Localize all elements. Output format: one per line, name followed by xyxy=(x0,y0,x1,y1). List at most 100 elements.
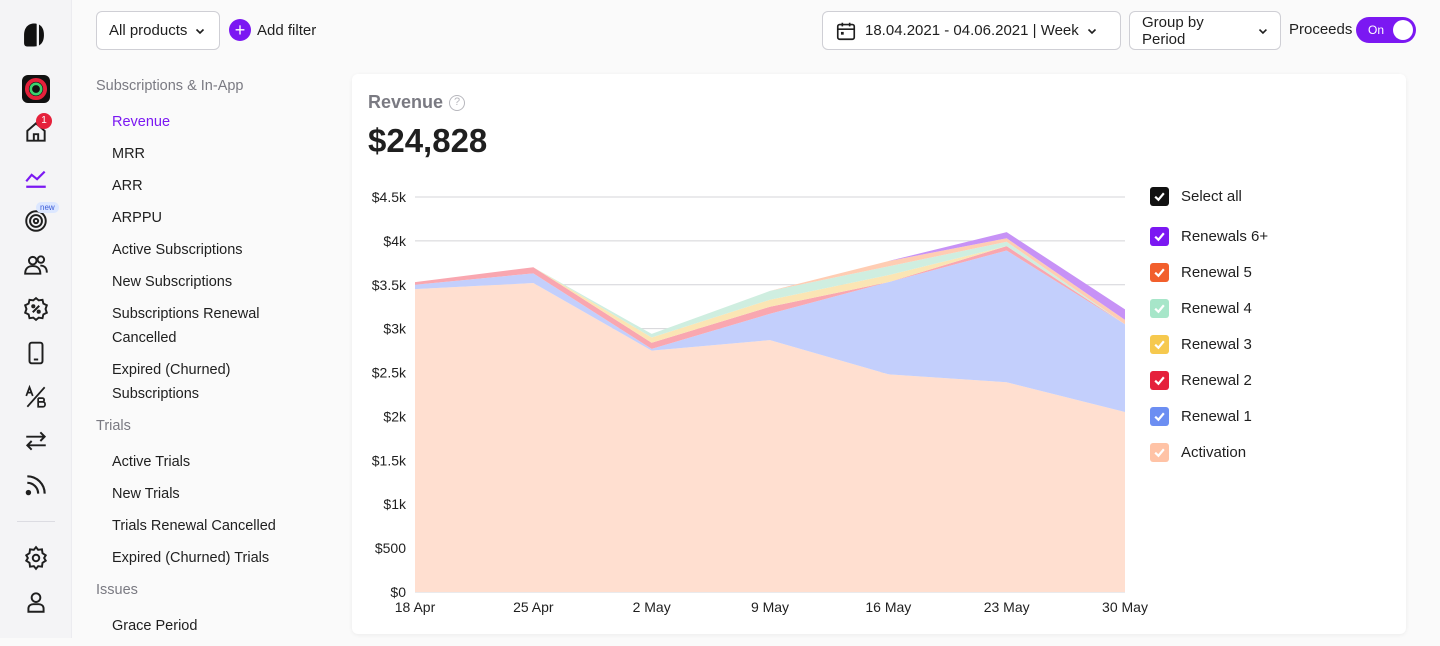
date-range-picker[interactable]: 18.04.2021 - 04.06.2021 | Week xyxy=(822,11,1121,50)
group-by-select[interactable]: Group by Period xyxy=(1129,11,1281,50)
y-tick-label: $1k xyxy=(383,496,407,512)
legend-item-renewal-5[interactable]: Renewal 5 xyxy=(1150,254,1268,290)
y-tick-label: $3.5k xyxy=(372,277,407,293)
transfer-icon[interactable] xyxy=(22,427,50,455)
legend-item-renewal-1[interactable]: Renewal 1 xyxy=(1150,398,1268,434)
y-tick-label: $2k xyxy=(383,408,407,424)
x-tick-label: 18 Apr xyxy=(395,599,436,615)
checkbox-checked-icon[interactable] xyxy=(1150,262,1169,282)
x-tick-label: 16 May xyxy=(865,599,911,615)
revenue-area-chart: $0 $500 $1k $1.5k $2k $2.5k $3k $3.5k $4k $4.5k 18… xyxy=(372,189,1148,615)
legend-select-all[interactable]: Select all xyxy=(1150,178,1268,214)
proceeds-toggle-label: On xyxy=(1368,23,1385,37)
checkbox-checked-icon[interactable] xyxy=(1150,334,1169,354)
promo-icon[interactable] xyxy=(22,295,50,323)
checkbox-checked-icon[interactable] xyxy=(1150,442,1169,462)
y-tick-label: $2.5k xyxy=(372,365,407,381)
chart-legend: Select all Renewals 6+ Renewal 5 Renewal 4 R… xyxy=(1150,178,1268,470)
notification-badge: 1 xyxy=(36,113,52,129)
home-icon[interactable] xyxy=(22,118,50,146)
sidebar-rail: 1 new xyxy=(0,0,72,638)
legend-item-renewals-6[interactable]: Renewals 6+ xyxy=(1150,218,1268,254)
nav-item-arppu[interactable]: ARPPU xyxy=(112,210,162,226)
nav-item-revenue[interactable]: Revenue xyxy=(112,114,171,130)
legend-label: Renewal 3 xyxy=(1181,335,1252,353)
area-activation[interactable] xyxy=(415,283,1125,592)
nav-item-arr[interactable]: ARR xyxy=(112,178,143,194)
add-filter-label: Add filter xyxy=(257,21,317,39)
toggle-knob xyxy=(1393,20,1413,40)
y-tick-label: $1.5k xyxy=(372,452,407,468)
legend-label: Renewal 2 xyxy=(1181,371,1252,389)
nav-section-subscriptions-in-app: Subscriptions & In-App xyxy=(96,78,244,94)
y-tick-label: $3k xyxy=(383,321,407,337)
checkbox-checked-icon[interactable] xyxy=(1150,370,1169,390)
nav-item-expired-churned-trials[interactable]: Expired (Churned) Trials xyxy=(112,550,270,566)
chevron-down-icon xyxy=(1087,28,1096,34)
legend-label: Renewals 6+ xyxy=(1181,227,1269,245)
nav-item-active-subscriptions[interactable]: Active Subscriptions xyxy=(112,242,243,258)
nav-item-active-trials[interactable]: Active Trials xyxy=(112,454,191,470)
nav-item-new-subscriptions[interactable]: New Subscriptions xyxy=(112,274,233,290)
x-tick-label: 9 May xyxy=(751,599,789,615)
device-icon[interactable] xyxy=(22,339,50,367)
checkbox-checked-icon[interactable] xyxy=(1150,226,1169,246)
top-toolbar: All products + Add filter 18.04.2021 - 0… xyxy=(72,0,1440,62)
app-logo-icon[interactable] xyxy=(21,22,47,48)
legend-label: Activation xyxy=(1181,443,1247,461)
proceeds-toggle[interactable]: On xyxy=(1356,17,1416,43)
new-badge: new xyxy=(36,202,59,213)
rail-divider xyxy=(17,521,55,522)
plus-icon: + xyxy=(229,19,251,41)
revenue-card: Revenue ? $24,828 $0 $500 $1k $1.5k $2k $2.5k… xyxy=(352,74,1406,634)
settings-icon[interactable] xyxy=(22,544,50,572)
add-filter-button[interactable]: + Add filter xyxy=(229,19,316,41)
nav-item-trials-renewal-cancelled[interactable]: Trials Renewal Cancelled xyxy=(112,518,276,534)
date-range-label: 18.04.2021 - 04.06.2021 | Week xyxy=(865,22,1079,39)
legend-label: Renewal 1 xyxy=(1181,407,1252,425)
ab-test-icon[interactable] xyxy=(22,383,50,411)
legend-label: Select all xyxy=(1181,187,1242,205)
legend-item-renewal-4[interactable]: Renewal 4 xyxy=(1150,290,1268,326)
checkbox-checked-icon[interactable] xyxy=(1150,186,1169,206)
nav-section-trials: Trials xyxy=(96,418,131,434)
analytics-icon[interactable] xyxy=(22,163,50,191)
revenue-total: $24,828 xyxy=(368,122,488,159)
group-by-label: Group by Period xyxy=(1142,13,1204,48)
card-title: Revenue ? xyxy=(368,92,466,113)
nav-item-mrr[interactable]: MRR xyxy=(112,146,146,162)
proceeds-label: Proceeds xyxy=(1289,21,1353,38)
nav-item-new-trials[interactable]: New Trials xyxy=(112,486,180,502)
product-select-label: All products xyxy=(109,22,188,39)
checkbox-checked-icon[interactable] xyxy=(1150,406,1169,426)
nav-item-expired-churned-subscriptions[interactable]: Expired (Churned) Subscriptions xyxy=(112,362,231,402)
card-title-label: Revenue xyxy=(368,92,444,112)
chevron-down-icon xyxy=(196,28,205,34)
nav-section-issues: Issues xyxy=(96,582,138,598)
y-tick-label: $4.5k xyxy=(372,189,407,205)
metrics-nav: Subscriptions & In-App Revenue MRR ARR ARPPU… xyxy=(96,78,326,646)
help-icon[interactable]: ? xyxy=(449,94,466,111)
x-tick-label: 23 May xyxy=(984,599,1030,615)
legend-item-renewal-3[interactable]: Renewal 3 xyxy=(1150,326,1268,362)
product-select[interactable]: All products xyxy=(96,11,220,50)
feed-icon[interactable] xyxy=(22,471,50,499)
y-tick-label: $0 xyxy=(390,584,406,600)
users-icon[interactable] xyxy=(22,251,50,279)
account-icon[interactable] xyxy=(22,588,50,616)
checkbox-checked-icon[interactable] xyxy=(1150,298,1169,318)
legend-label: Renewal 5 xyxy=(1181,263,1252,281)
nav-item-subscriptions-renewal-cancelled[interactable]: Subscriptions Renewal Cancelled xyxy=(112,306,260,346)
x-tick-label: 25 Apr xyxy=(513,599,554,615)
target-icon[interactable] xyxy=(22,207,50,235)
chevron-down-icon xyxy=(1259,28,1268,34)
nav-item-grace-period[interactable]: Grace Period xyxy=(112,618,198,634)
legend-item-renewal-2[interactable]: Renewal 2 xyxy=(1150,362,1268,398)
app-avatar-icon[interactable] xyxy=(22,75,50,103)
legend-item-activation[interactable]: Activation xyxy=(1150,434,1268,470)
x-tick-label: 2 May xyxy=(633,599,671,615)
legend-label: Renewal 4 xyxy=(1181,299,1252,317)
area-renewal-1[interactable] xyxy=(415,250,1125,413)
y-tick-label: $500 xyxy=(375,540,406,556)
x-tick-label: 30 May xyxy=(1102,599,1148,615)
